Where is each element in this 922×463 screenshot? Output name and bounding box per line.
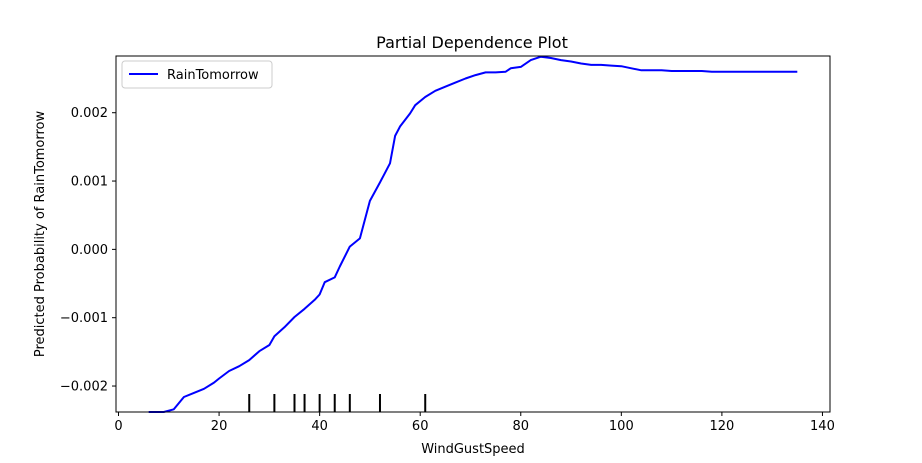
y-tick-label-3: 0.001 [71,175,108,190]
x-tick-label-100: 100 [609,419,634,434]
legend: RainTomorrow [121,60,273,89]
series-line-raintomorrow [148,55,798,413]
chart-title: Partial Dependence Plot [376,33,568,52]
y-tick-label-4: 0.002 [71,106,108,121]
y-tick-label-0: −0.002 [60,380,108,395]
plot-area: 0 20 40 60 80 100 120 140 −0.002 −0.001 0.000 0.001… [60,55,835,434]
x-tick-label-0: 0 [114,419,122,434]
x-tick-label-60: 60 [412,419,429,434]
plot-frame [115,55,831,413]
x-tick-label-140: 140 [810,419,835,434]
y-tick-label-2: 0.000 [71,243,108,258]
x-axis-label: WindGustSpeed [421,442,525,457]
legend-entry-raintomorrow: RainTomorrow [167,68,259,83]
legend-box [121,60,273,89]
x-tick-label-120: 120 [709,419,734,434]
x-tick-label-80: 80 [512,419,529,434]
y-axis-label: Predicted Probability of RainTomorrow [33,110,48,357]
x-tick-label-40: 40 [311,419,328,434]
y-tick-label-1: −0.001 [60,311,108,326]
x-tick-label-20: 20 [211,419,228,434]
